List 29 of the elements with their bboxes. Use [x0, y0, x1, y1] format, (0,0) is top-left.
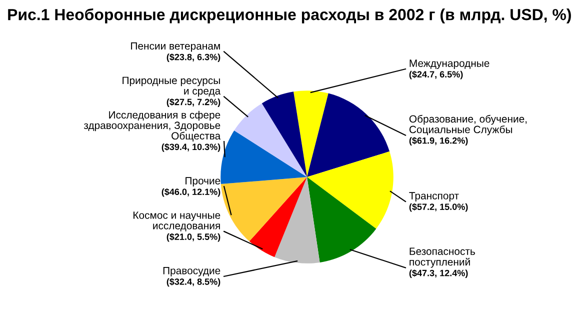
data-label: ($32.4, 8.5%)	[166, 278, 220, 287]
slice-label: Космос и научные исследования	[134, 212, 220, 232]
data-label: ($21.0, 5.5%)	[166, 233, 220, 242]
data-label: ($23.8, 6.3%)	[166, 53, 220, 62]
data-label: ($47.3, 12.4%)	[409, 269, 468, 278]
data-label: ($61.9, 16.2%)	[409, 136, 468, 146]
pie-slice	[234, 103, 307, 177]
data-label: ($24.7, 6.5%)	[409, 70, 463, 80]
slice-label: Исследования в сфере здравоохранения, Здоровье Общества	[84, 110, 221, 142]
pie-slice	[293, 90, 328, 177]
slice-label: Пенсии ветеранам	[131, 42, 220, 52]
slice-label: Прочие	[186, 177, 220, 187]
pie-slice	[220, 130, 307, 184]
slice-label: Природные ресурсы и среда	[122, 76, 221, 97]
slice-label: Транспорт	[409, 192, 459, 202]
pie-slice	[220, 177, 307, 242]
slice-label: Международные	[410, 60, 490, 69]
data-label: ($57.2, 15.0%)	[409, 203, 468, 212]
slice-label: Образование, обучение, Социальные Службы	[409, 114, 527, 136]
data-label: ($46.0, 12.1%)	[162, 188, 220, 197]
pie-slice	[307, 151, 394, 229]
slice-label: Безопасность поступлений	[410, 248, 475, 268]
pie-slice	[307, 177, 376, 262]
data-label: ($27.5, 7.2%)	[166, 98, 220, 107]
pie-slice	[274, 177, 320, 264]
data-label: ($39.4, 10.3%)	[162, 143, 220, 152]
pie-slice	[249, 177, 307, 258]
slice-label: Правосудие	[163, 267, 220, 276]
chart-title: Рис.1 Необоронные дискреционные расходы в 2002 г (в млрд. USD, %)	[8, 8, 571, 24]
